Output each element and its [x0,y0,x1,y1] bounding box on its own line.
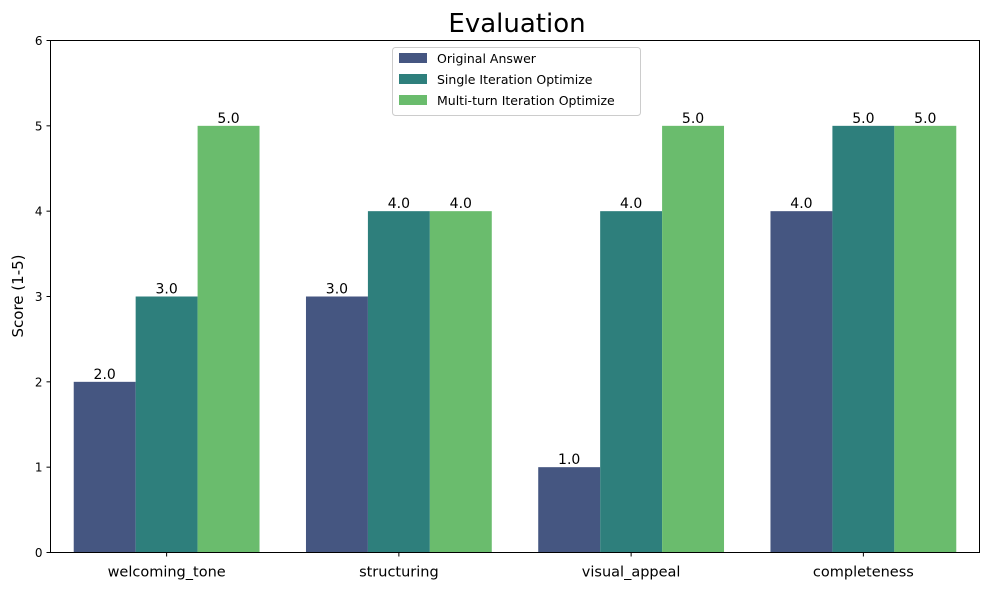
legend: Original Answer Single Iteration Optimize… [392,47,641,116]
value-label: 1.0 [558,452,580,468]
value-label: 4.0 [790,196,812,212]
y-tick-label: 2 [35,375,43,389]
legend-swatch [399,95,427,105]
bar-structuring-2 [429,211,492,553]
bar-welcoming_tone-1 [135,296,198,553]
value-label: 2.0 [94,367,116,383]
bar-visual_appeal-1 [600,211,663,553]
y-tick-label: 0 [35,546,43,560]
legend-label: Single Iteration Optimize [437,72,593,87]
y-tick-label: 4 [35,205,43,219]
bars-layer [73,125,957,553]
value-label: 5.0 [682,111,704,127]
x-tick-label-completeness: completeness [813,565,914,581]
bar-visual_appeal-0 [538,467,601,553]
value-label: 4.0 [388,196,410,212]
bar-completeness-2 [894,125,957,553]
value-label: 4.0 [620,196,642,212]
bar-completeness-1 [832,125,895,553]
y-axis: 0 1 2 3 4 5 6 [35,34,51,560]
plot-frame [50,40,980,553]
bar-welcoming_tone-2 [197,125,260,553]
y-tick-label: 5 [35,119,43,133]
bar-welcoming_tone-0 [73,381,136,553]
chart-title: Evaluation [448,9,585,39]
bar-structuring-1 [367,211,430,553]
legend-swatch [399,53,427,63]
legend-swatch [399,74,427,84]
x-tick-label-welcoming_tone: welcoming_tone [108,565,226,581]
value-labels-layer: 2.0 3.0 1.0 4.0 3.0 4.0 4.0 5.0 5.0 4.0 5.0 5.0 [94,111,937,468]
value-label: 4.0 [450,196,472,212]
x-axis: welcoming_tone structuring visual_appeal co… [108,552,914,581]
value-label: 3.0 [155,282,177,298]
value-label: 5.0 [217,111,239,127]
y-tick-label: 6 [35,34,43,48]
legend-frame [392,47,641,116]
value-label: 5.0 [852,111,874,127]
x-tick-label-visual_appeal: visual_appeal [582,565,681,581]
y-axis-label: Score (1-5) [9,255,27,338]
value-label: 3.0 [326,282,348,298]
bar-structuring-0 [305,296,368,553]
x-tick-label-structuring: structuring [359,565,439,581]
bar-visual_appeal-2 [662,125,725,553]
bar-completeness-0 [770,211,833,553]
value-label: 5.0 [914,111,936,127]
y-tick-label: 3 [35,290,43,304]
legend-label: Original Answer [437,51,537,66]
legend-label: Multi-turn Iteration Optimize [437,93,615,108]
y-tick-label: 1 [35,461,43,475]
